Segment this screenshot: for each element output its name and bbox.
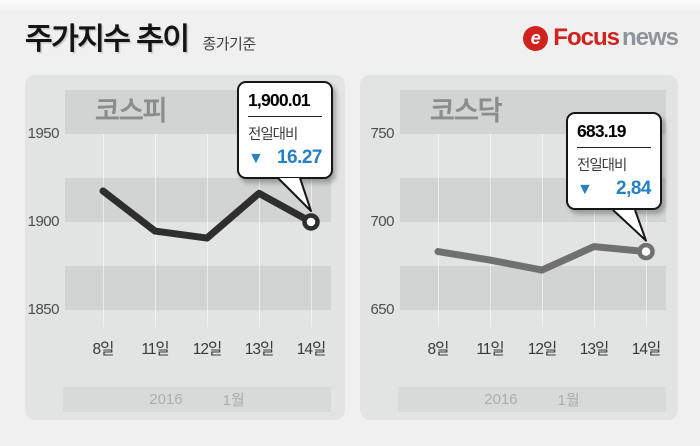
logo-brand-text: Focus bbox=[553, 24, 620, 51]
kosdaq-change-label: 전일대비 bbox=[577, 158, 627, 174]
x-axis-label: 8일 bbox=[92, 341, 115, 358]
kosdaq-index-value: 683.19 bbox=[577, 121, 627, 141]
kospi-chart-title: 코스피 bbox=[95, 96, 168, 126]
down-triangle-icon: ▼ bbox=[248, 150, 264, 167]
period-month: 1월 bbox=[222, 392, 245, 409]
x-axis-label: 13일 bbox=[579, 341, 610, 358]
gridline bbox=[593, 134, 595, 327]
kosdaq-value-callout: 683.19 전일대비 ▼ 2,84 bbox=[566, 112, 662, 210]
x-axis-label: 12일 bbox=[527, 341, 558, 358]
gridline bbox=[489, 134, 491, 327]
kosdaq-change-value: ▼ 2,84 bbox=[577, 178, 651, 200]
gridline bbox=[437, 134, 439, 327]
title-group: 주가지수 추이 종가기준 bbox=[25, 14, 256, 58]
x-axis-label: 13일 bbox=[244, 341, 275, 358]
y-axis-label: 750 bbox=[370, 125, 394, 142]
kospi-period-band: 2016 1월 bbox=[63, 387, 331, 412]
gridline bbox=[154, 134, 156, 327]
x-axis-label: 11일 bbox=[141, 341, 169, 358]
kospi-change-label: 전일대비 bbox=[248, 127, 298, 143]
kospi-chart-panel: 코스피 1,900.01 전일대비 ▼ 16.27 2016 1월 8일 11일 1… bbox=[25, 75, 345, 420]
down-triangle-icon: ▼ bbox=[577, 181, 593, 198]
period-year: 2016 bbox=[149, 391, 183, 408]
header: 주가지수 추이 종가기준 e Focus news bbox=[25, 10, 679, 62]
x-axis-label: 11일 bbox=[476, 341, 504, 358]
kosdaq-delta-number: 2,84 bbox=[616, 178, 651, 199]
kospi-delta-number: 16.27 bbox=[276, 147, 323, 168]
logo-suffix-text: news bbox=[621, 24, 679, 51]
kosdaq-chart-panel: 코스닥 683.19 전일대비 ▼ 2,84 2016 1월 8일 11일 12일 1… bbox=[360, 75, 678, 420]
x-axis-label: 8일 bbox=[427, 341, 450, 358]
plot-band bbox=[65, 178, 331, 222]
gridline bbox=[206, 134, 208, 327]
plot-band bbox=[400, 266, 666, 310]
plot-band bbox=[65, 266, 331, 310]
kospi-value-callout: 1,900.01 전일대비 ▼ 16.27 bbox=[237, 81, 333, 179]
y-axis-label: 1850 bbox=[27, 301, 60, 318]
page-title: 주가지수 추이 bbox=[25, 23, 190, 56]
callout-divider bbox=[577, 147, 651, 148]
period-month: 1월 bbox=[557, 392, 580, 409]
y-axis-label: 700 bbox=[370, 213, 394, 230]
y-axis-label: 1950 bbox=[27, 125, 60, 142]
callout-divider bbox=[248, 116, 322, 117]
kospi-index-value: 1,900.01 bbox=[248, 90, 311, 110]
subtitle-basis: 종가기준 bbox=[202, 36, 256, 53]
period-year: 2016 bbox=[484, 391, 518, 408]
x-axis-label: 12일 bbox=[192, 341, 223, 358]
y-axis-label: 1900 bbox=[27, 213, 60, 230]
gridline bbox=[102, 134, 104, 327]
kosdaq-chart-title: 코스닥 bbox=[430, 96, 503, 126]
x-axis-label: 14일 bbox=[296, 341, 327, 358]
kospi-change-value: ▼ 16.27 bbox=[248, 147, 323, 169]
y-axis-label: 650 bbox=[370, 301, 394, 318]
focusnews-logo: e Focus news bbox=[523, 24, 679, 52]
focus-swirl-icon: e bbox=[523, 25, 549, 51]
gridline bbox=[541, 134, 543, 327]
x-axis-label: 14일 bbox=[631, 341, 662, 358]
kosdaq-period-band: 2016 1월 bbox=[398, 387, 666, 412]
